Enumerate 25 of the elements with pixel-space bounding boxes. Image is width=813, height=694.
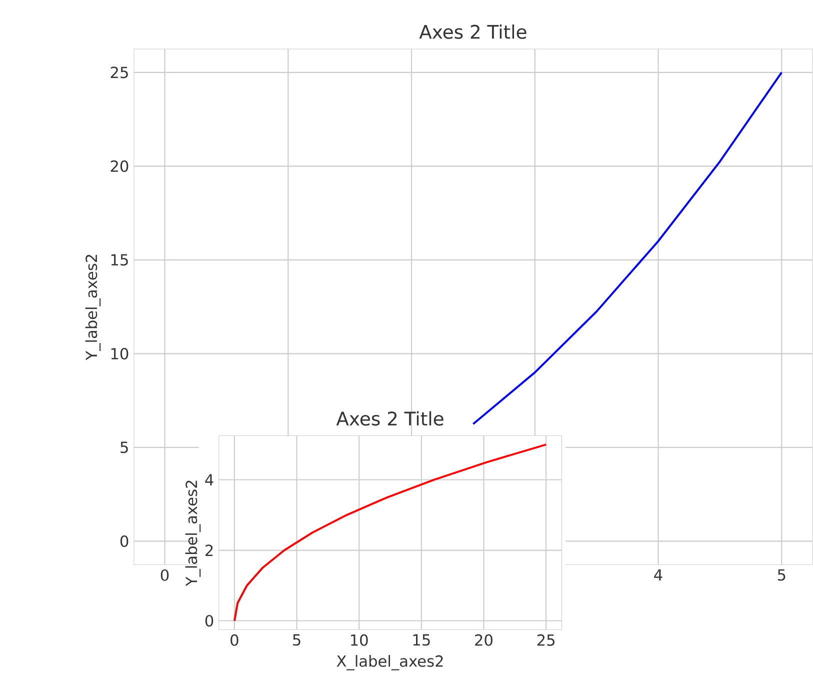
x-tick-label: 4: [654, 570, 662, 581]
y-tick-label: 4: [205, 474, 214, 486]
y-tick-label: 25: [110, 66, 128, 78]
line-series: [472, 72, 783, 426]
x-axis-title: X_label_axes2: [336, 655, 443, 671]
x-tick-label: 0: [160, 570, 169, 582]
x-tick-label: 5: [778, 570, 786, 581]
y-tick-label: 15: [111, 254, 128, 266]
y-tick-label: 2: [206, 544, 213, 556]
x-tick-label: 10: [351, 634, 368, 646]
y-tick-label: 10: [111, 348, 128, 360]
y-axis-title: Y_label_axes2: [85, 255, 101, 360]
x-tick-label: 20: [475, 634, 492, 646]
line-series: [233, 444, 548, 622]
x-tick-label: 15: [413, 634, 430, 646]
chart-title: Axes 2 Title: [336, 411, 444, 426]
y-tick-label: 0: [120, 536, 128, 548]
y-tick-label: 0: [205, 615, 214, 627]
x-tick-label: 25: [537, 634, 554, 646]
y-tick-label: 20: [110, 160, 128, 172]
chart-title: Axes 2 Title: [419, 24, 526, 40]
y-axis-title: Y_label_axes2: [185, 480, 201, 586]
x-tick-label: 5: [293, 634, 300, 646]
x-tick-label: 0: [230, 634, 238, 646]
y-tick-label: 5: [120, 442, 128, 454]
